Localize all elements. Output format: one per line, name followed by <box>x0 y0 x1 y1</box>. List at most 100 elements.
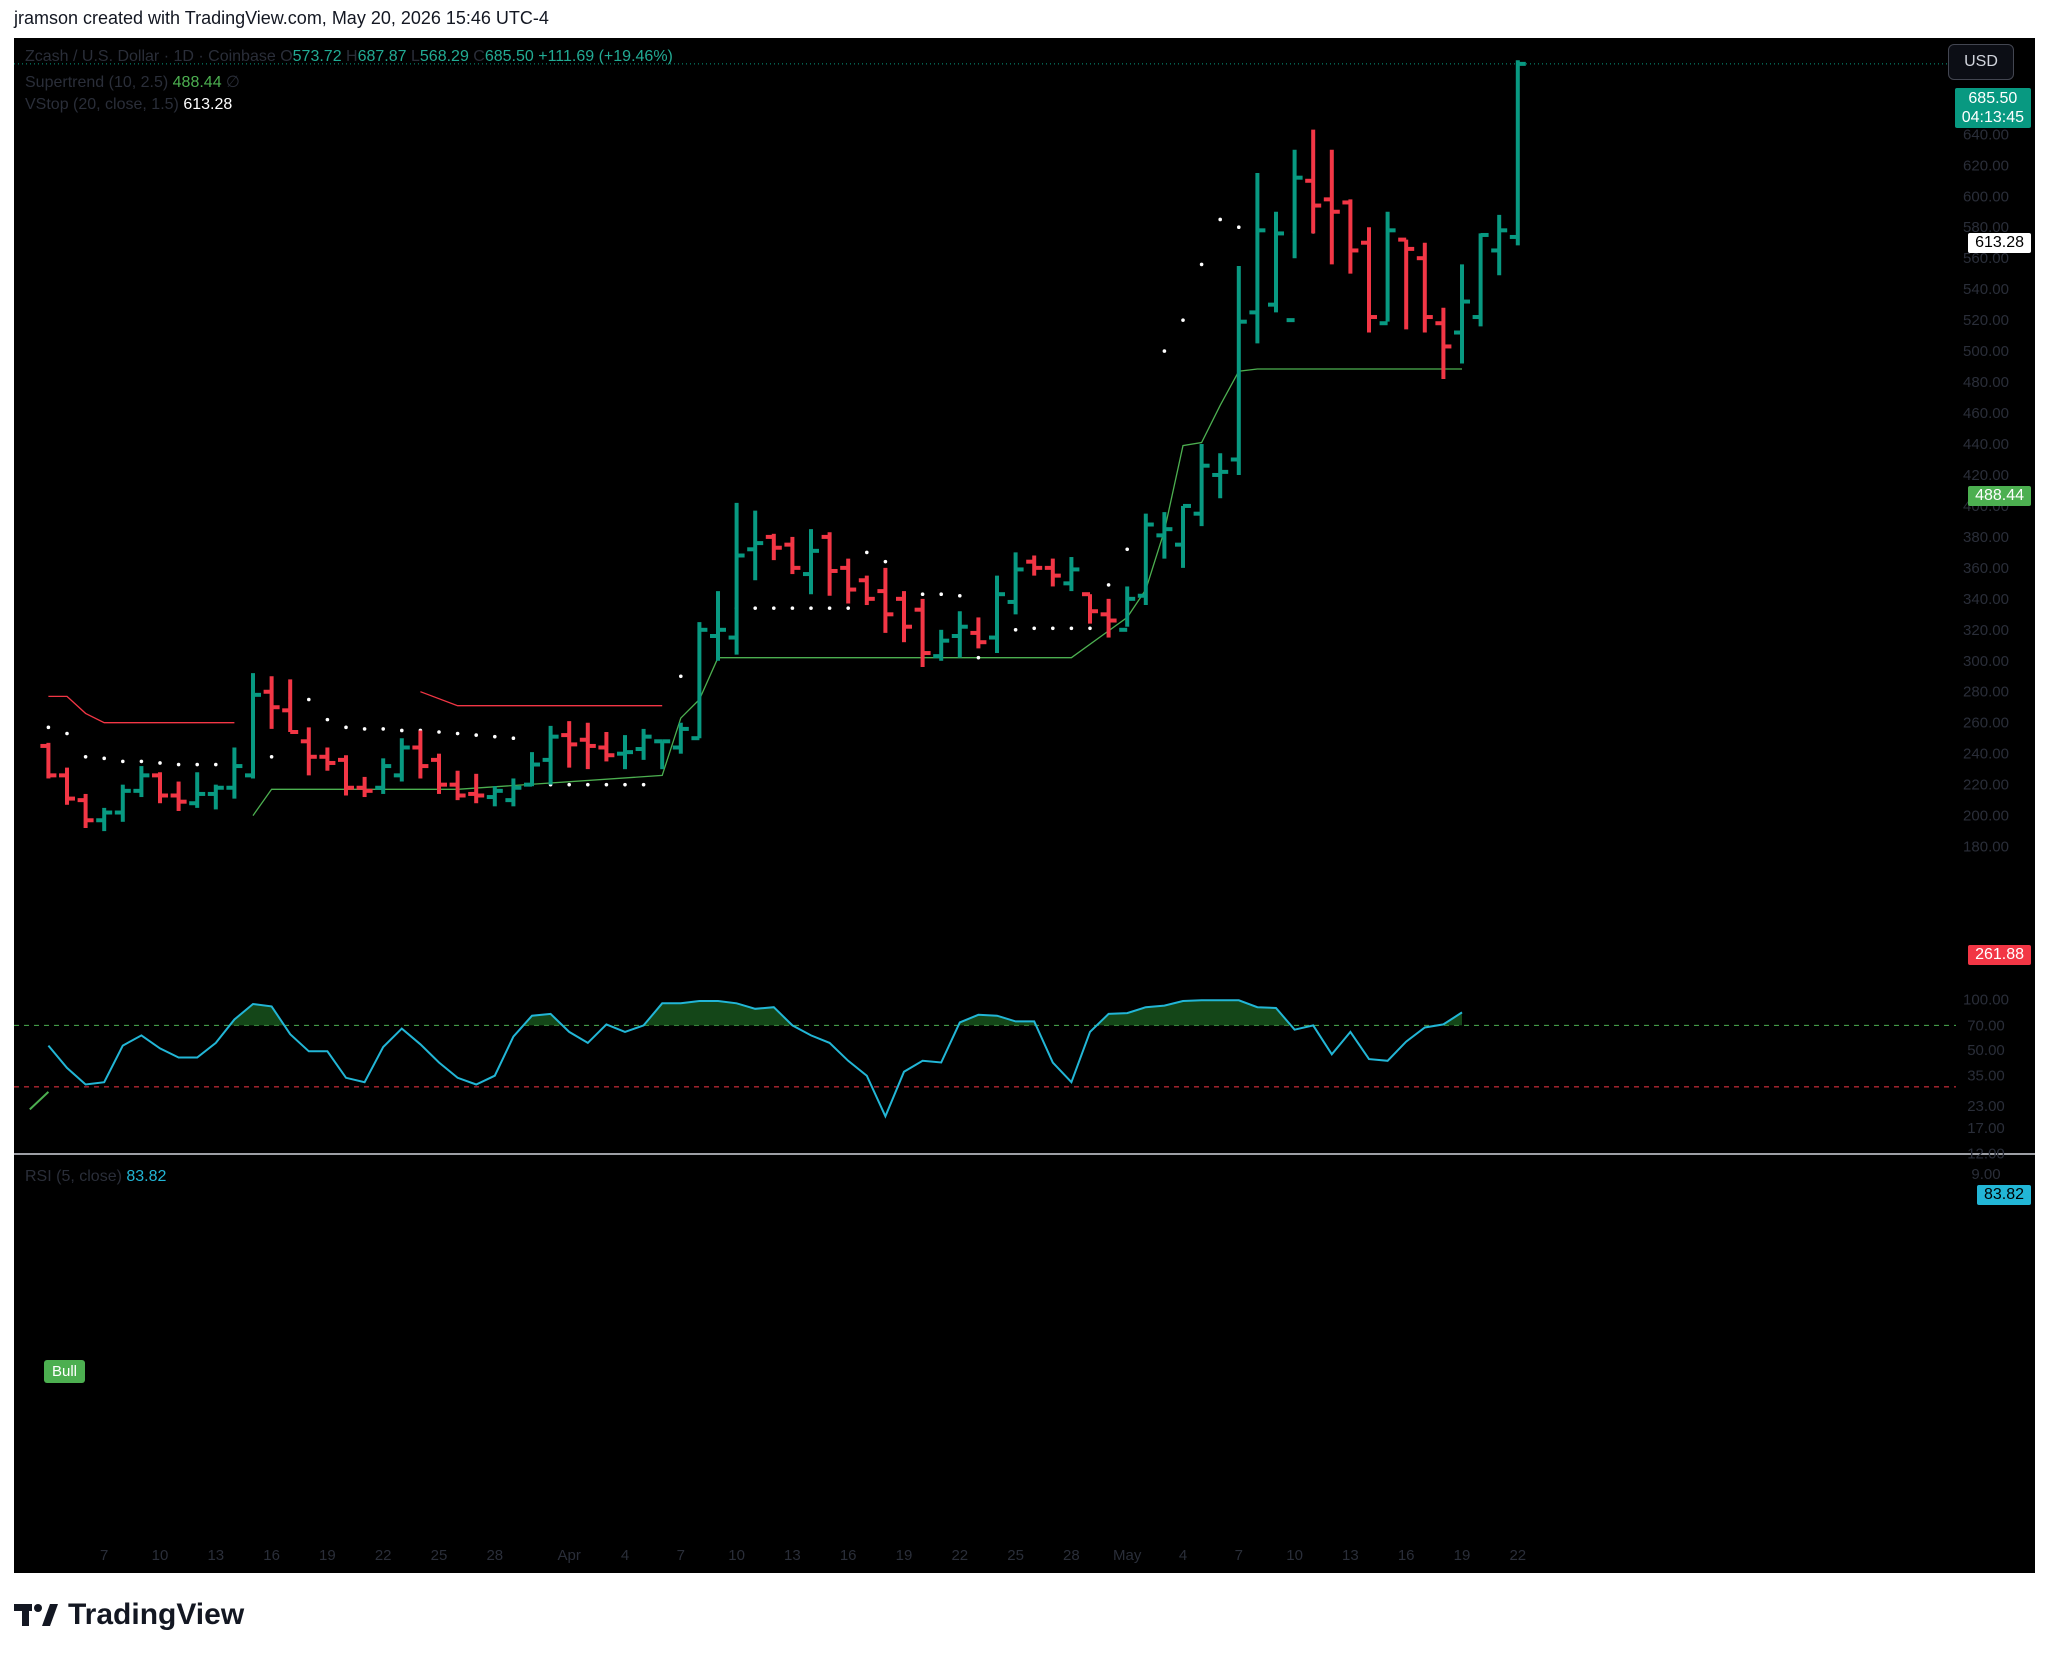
ohlc-bar <box>970 617 987 649</box>
ohlc-bar <box>914 598 931 667</box>
tradingview-logo[interactable]: TradingView <box>14 1598 244 1632</box>
legend-vstop[interactable]: VStop (20, close, 1.5) 613.28 <box>25 96 232 114</box>
ohlc-bar <box>1249 173 1266 344</box>
ohlc-bar <box>77 793 94 829</box>
ohlc-bar <box>1230 265 1247 475</box>
time-axis-tick: 10 <box>152 1547 169 1564</box>
time-axis-tick: Apr <box>558 1547 581 1564</box>
rsi-axis-tick: 17.00 <box>1967 1120 2005 1137</box>
ohlc-bar <box>40 742 57 779</box>
rsi-label: RSI (5, close) <box>25 1168 122 1185</box>
rsi-axis-tick: 70.00 <box>1967 1017 2005 1034</box>
vstop-dot <box>1088 626 1092 631</box>
vstop-dot <box>790 606 795 610</box>
currency-button[interactable]: USD <box>1948 44 2014 80</box>
vstop-dot <box>604 782 609 787</box>
vstop-dot <box>1199 262 1204 267</box>
tradingview-brand: TradingView <box>68 1598 245 1631</box>
price-axis-tick: 220.00 <box>1963 777 2009 794</box>
supertrend-down-line <box>420 691 663 707</box>
legend-rsi[interactable]: RSI (5, close) 83.82 <box>25 1168 166 1186</box>
time-axis-tick: 19 <box>896 1547 913 1564</box>
time-axis-tick: 4 <box>1179 1547 1187 1564</box>
rsi-axis-tick: 50.00 <box>1967 1042 2005 1059</box>
vstop-dot <box>1181 318 1185 322</box>
vstop-dot <box>65 731 69 736</box>
ohlc-bar <box>1435 307 1452 379</box>
vstop-dot <box>1032 626 1036 631</box>
price-axis-tick: 300.00 <box>1963 653 2009 670</box>
ohlc-bar <box>375 758 392 794</box>
vstop-dot <box>1218 217 1222 222</box>
legend-low: 568.29 <box>419 48 469 65</box>
time-axis-tick: 22 <box>1509 1547 1526 1564</box>
chart-frame[interactable]: 180.00 200.00 220.00 240.00 260.00 280.00 300.… <box>14 38 2035 1573</box>
price-axis-tick: 560.00 <box>1963 250 2009 267</box>
ohlc-bar <box>1082 592 1098 624</box>
ohlc-bar <box>747 510 764 581</box>
bull-line <box>29 1091 50 1111</box>
time-axis-tick: 13 <box>207 1547 224 1564</box>
time-axis-tick: 19 <box>1454 1547 1471 1564</box>
rsi-axis-tick: 9.00 <box>1971 1166 2000 1183</box>
rsi-line <box>47 999 1463 1119</box>
time-axis-tick: 16 <box>840 1547 857 1564</box>
supertrend-down-line <box>48 695 235 724</box>
ohlc-bar <box>152 772 168 804</box>
vstop-value: 613.28 <box>183 96 233 113</box>
ohlc-bar <box>654 739 671 770</box>
ohlc-bar <box>765 533 782 561</box>
price-axis-tick: 540.00 <box>1963 281 2009 298</box>
supertrend-price-tag: 488.44 <box>1968 486 2031 506</box>
price-axis-tick: 520.00 <box>1963 312 2009 329</box>
time-axis-tick: 25 <box>431 1547 448 1564</box>
vstop-dot <box>474 733 479 737</box>
ohlc-bar <box>1491 214 1508 276</box>
vstop-dot <box>1237 225 1241 230</box>
ohlc-bar <box>691 622 708 741</box>
price-axis-tick: 340.00 <box>1963 591 2009 608</box>
ohlc-bar <box>1044 558 1061 587</box>
vstop-dot <box>400 728 404 733</box>
ohlc-bar <box>635 728 652 760</box>
ohlc-bar <box>356 776 373 798</box>
vstop-dot <box>139 759 144 764</box>
ohlc-bar <box>1212 453 1229 499</box>
vstop-dot <box>1162 349 1167 353</box>
ohlc-bar <box>933 629 950 661</box>
ohlc-bar <box>226 747 243 799</box>
ohlc-bar <box>319 747 336 771</box>
vstop-dot <box>511 736 516 740</box>
supertrend-value: 488.44 <box>172 74 222 91</box>
ohlc-bar <box>1509 60 1526 246</box>
vstop-dot <box>493 734 497 739</box>
time-axis-tick: 19 <box>319 1547 336 1564</box>
last-price-tag: 685.50 04:13:45 <box>1954 88 2031 128</box>
ohlc-bar <box>1286 149 1303 323</box>
price-axis-tick: 620.00 <box>1963 157 2009 174</box>
time-axis-tick: 10 <box>1286 1547 1303 1564</box>
ohlc-bar <box>1156 512 1173 559</box>
price-axis-tick: 260.00 <box>1963 715 2009 732</box>
price-axis-tick: 360.00 <box>1963 560 2009 577</box>
vstop-dot <box>325 717 330 722</box>
rsi-overbought-fill <box>1096 1000 1292 1026</box>
ohlc-bar <box>338 755 354 796</box>
ohlc-bar <box>393 738 410 782</box>
legend-supertrend[interactable]: Supertrend (10, 2.5) 488.44 ∅ <box>25 72 240 92</box>
ohlc-bar <box>263 676 280 729</box>
ohlc-bar <box>561 721 578 768</box>
price-axis-tick: 640.00 <box>1963 126 2009 143</box>
ohlc-bar <box>803 529 819 595</box>
hide-indicator-icon[interactable]: ∅ <box>226 74 240 91</box>
price-axis-tick: 420.00 <box>1963 467 2009 484</box>
time-axis-tick: 7 <box>100 1547 108 1564</box>
vstop-dot <box>1106 583 1111 587</box>
chart-svg[interactable]: 180.00 200.00 220.00 240.00 260.00 280.00 300.… <box>14 38 2035 1573</box>
time-axis-tick: 16 <box>1398 1547 1415 1564</box>
rsi-price-tag: 83.82 <box>1976 1185 2031 1205</box>
ohlc-bar <box>170 781 187 811</box>
time-axis-tick: 7 <box>1235 1547 1243 1564</box>
legend-change: +111.69 (+19.46%) <box>538 48 673 65</box>
price-axis-tick: 180.00 <box>1963 839 2009 856</box>
